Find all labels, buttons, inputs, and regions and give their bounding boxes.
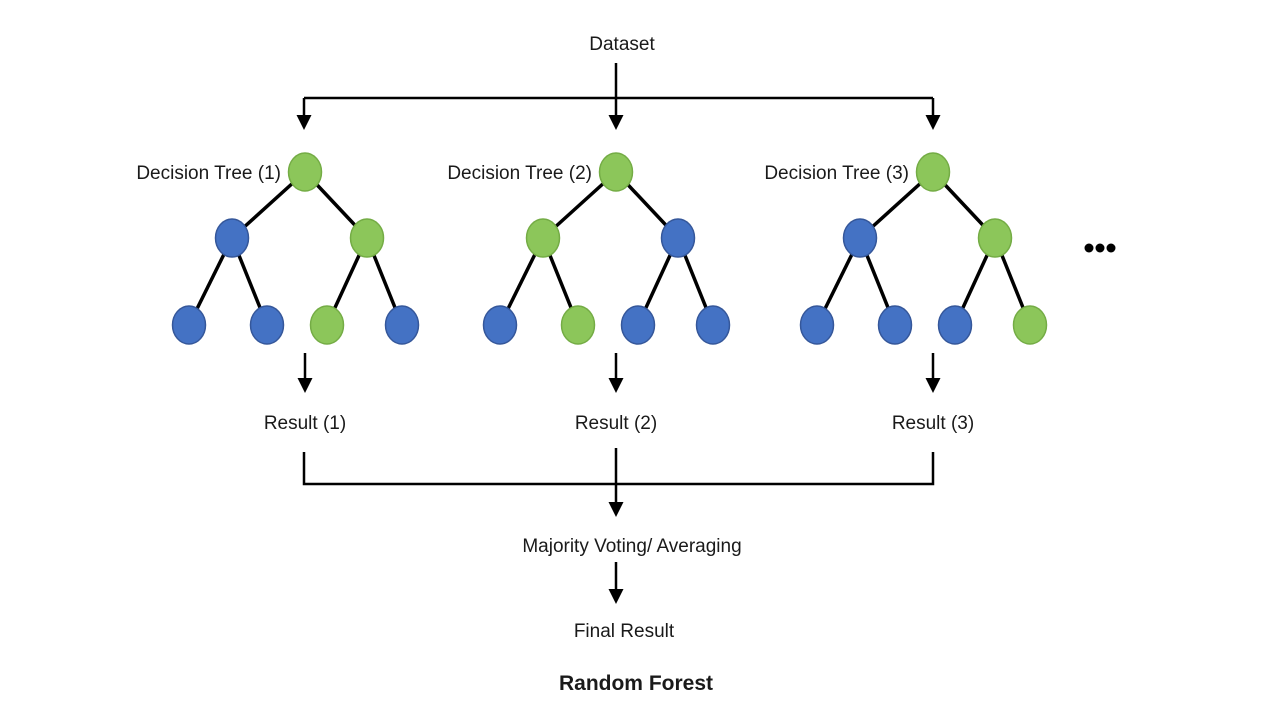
- result-1-label: Result (1): [264, 413, 346, 434]
- tree-3-leaf-node: [1012, 305, 1048, 345]
- tree-2-child-node: [525, 218, 561, 258]
- tree-1-leaf-node: [309, 305, 345, 345]
- tree-1-child-node: [349, 218, 385, 258]
- converge-line: [302, 452, 935, 486]
- result-3-label: Result (3): [892, 413, 974, 434]
- tree-3-root-node: [915, 152, 951, 192]
- result-2-label: Result (2): [575, 413, 657, 434]
- decision-tree-2: Decision Tree (2) Result (2): [447, 152, 731, 434]
- tree-2-root-node: [598, 152, 634, 192]
- tree-3-child-node: [977, 218, 1013, 258]
- tree-3-leaf-node: [937, 305, 973, 345]
- final-result-label: Final Result: [574, 621, 675, 642]
- tree-3-leaf-node: [799, 305, 835, 345]
- decision-tree-1-label: Decision Tree (1): [136, 163, 281, 184]
- aggregation-label: Majority Voting/ Averaging: [522, 536, 741, 557]
- tree-3-leaf-node: [877, 305, 913, 345]
- tree-1-root-node: [287, 152, 323, 192]
- tree-1-leaf-node: [171, 305, 207, 345]
- tree-3-child-node: [842, 218, 878, 258]
- decision-tree-2-label: Decision Tree (2): [447, 163, 592, 184]
- diagram-title: Random Forest: [559, 672, 713, 695]
- tree-1-child-node: [214, 218, 250, 258]
- tree-2-child-node: [660, 218, 696, 258]
- decision-tree-1: Decision Tree (1) Result (1): [136, 152, 420, 434]
- decision-trees: Decision Tree (1)Result (1)Decision Tree…: [136, 152, 1048, 434]
- more-trees-ellipsis-icon: [1084, 243, 1116, 253]
- decision-tree-3-label: Decision Tree (3): [764, 163, 909, 184]
- tree-2-leaf-node: [695, 305, 731, 345]
- tree-1-leaf-node: [384, 305, 420, 345]
- tree-2-leaf-node: [482, 305, 518, 345]
- tree-1-leaf-node: [249, 305, 285, 345]
- tree-2-leaf-node: [620, 305, 656, 345]
- dataset-label: Dataset: [589, 34, 655, 55]
- decision-tree-3: Decision Tree (3) Result (3): [764, 152, 1048, 434]
- tree-2-leaf-node: [560, 305, 596, 345]
